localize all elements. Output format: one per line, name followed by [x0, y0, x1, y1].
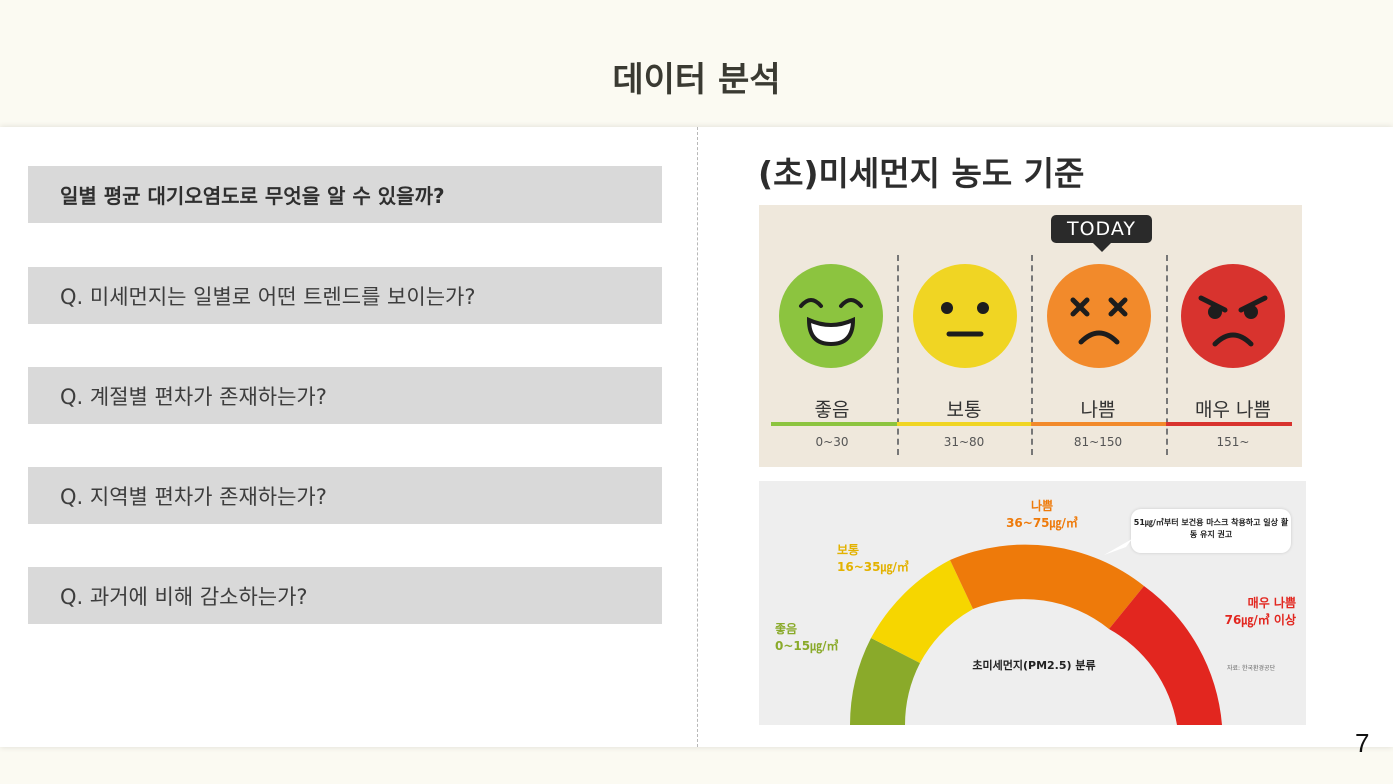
source-credit: 자료: 한국환경공단	[1227, 665, 1276, 672]
faces-infographic: TODAY	[759, 205, 1302, 467]
level-label-bad: 나쁨	[1080, 399, 1116, 421]
smiling-face-icon	[779, 264, 883, 368]
range-label-normal: 31~80	[943, 435, 985, 449]
bubble-tail-icon	[1104, 539, 1132, 555]
gauge-label-good: 좋음 0~15㎍/㎥	[775, 622, 839, 653]
color-bar-bad	[1031, 422, 1166, 426]
neutral-face-icon	[913, 264, 1017, 368]
level-separator	[1166, 255, 1168, 455]
level-label-very-bad: 매우 나쁨	[1195, 399, 1271, 421]
question-item-1: Q. 미세먼지는 일별로 어떤 트렌드를 보이는가?	[28, 267, 662, 324]
today-arrow-icon	[1093, 243, 1111, 252]
range-label-good: 0~30	[815, 435, 849, 449]
range-label-bad: 81~150	[1073, 435, 1123, 449]
dizzy-face-icon	[1047, 264, 1151, 368]
mask-advice-bubble: 51㎍/㎥부터 보건용 마스크 착용하고 일상 활동 유지 권고	[1131, 509, 1291, 553]
slide-title: 데이터 분석	[612, 60, 781, 100]
gauge-segment-normal	[871, 560, 973, 663]
gauge-segment-bad	[950, 544, 1144, 629]
gauge-segment-good	[850, 638, 920, 725]
range-label-very-bad: 151~	[1216, 435, 1250, 449]
gauge-arc	[850, 544, 1222, 725]
pm25-gauge-infographic: 51㎍/㎥부터 보건용 마스크 착용하고 일상 활동 유지 권고 나쁨 36~7…	[759, 481, 1306, 725]
question-item-3: Q. 지역별 편차가 존재하는가?	[28, 467, 662, 524]
column-divider	[697, 127, 698, 747]
color-bar-very-bad	[1166, 422, 1292, 426]
color-bar-normal	[897, 422, 1031, 426]
mask-advice-text: 51㎍/㎥부터 보건용 마스크 착용하고 일상 활동 유지 권고	[1133, 518, 1289, 539]
question-heading: 일별 평균 대기오염도로 무엇을 알 수 있을까?	[28, 166, 662, 223]
standards-title: (초)미세먼지 농도 기준	[758, 154, 1085, 193]
color-bar-good	[771, 422, 897, 426]
question-item-4: Q. 과거에 비해 감소하는가?	[28, 567, 662, 624]
gauge-label-normal: 보통 16~35㎍/㎥	[837, 543, 909, 574]
angry-face-icon	[1181, 264, 1285, 368]
gauge-center-label: 초미세먼지(PM2.5) 분류	[972, 659, 1096, 672]
question-item-2: Q. 계절별 편차가 존재하는가?	[28, 367, 662, 424]
page-number: 7	[1355, 728, 1370, 758]
level-separator	[897, 255, 899, 455]
gauge-segment-very-bad	[1109, 586, 1222, 725]
gauge-label-very-bad: 매우 나쁨 76㎍/㎥ 이상	[1224, 596, 1296, 627]
level-label-good: 좋음	[814, 399, 850, 421]
content-area: 일별 평균 대기오염도로 무엇을 알 수 있을까? Q. 미세먼지는 일별로 어…	[0, 127, 1393, 747]
level-label-normal: 보통	[946, 399, 982, 421]
today-badge: TODAY	[1051, 215, 1152, 243]
gauge-label-bad: 나쁨 36~75㎍/㎥	[1006, 499, 1078, 530]
level-separator	[1031, 255, 1033, 455]
